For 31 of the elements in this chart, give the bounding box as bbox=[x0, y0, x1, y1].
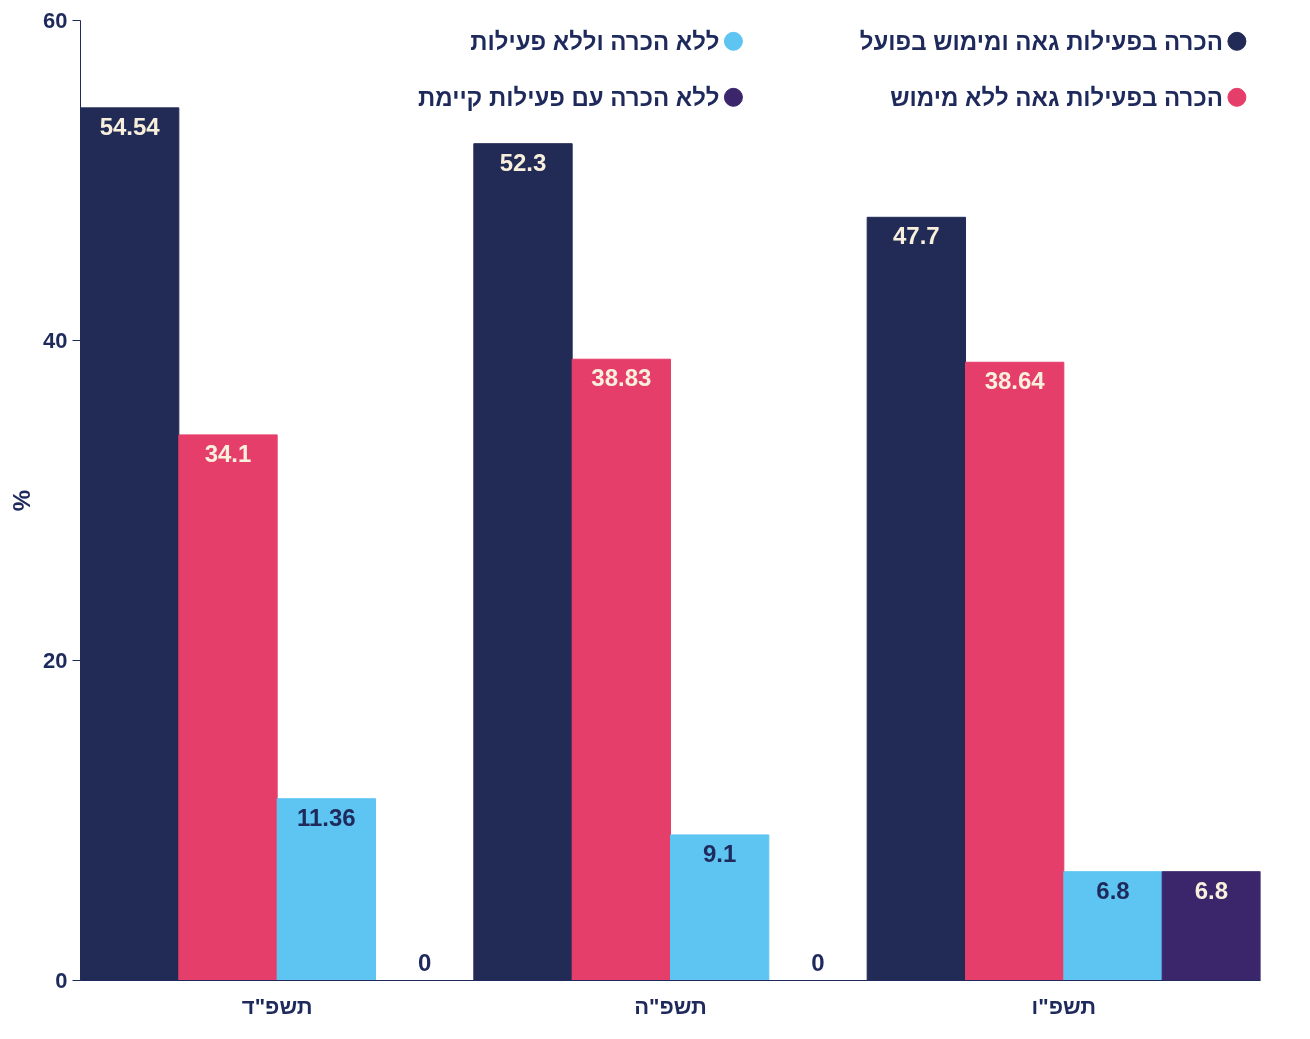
y-tick-label: 60 bbox=[43, 8, 68, 33]
x-tick-label: תשפ"ד bbox=[241, 993, 313, 1019]
data-label: 6.8 bbox=[1096, 876, 1130, 904]
bar bbox=[276, 798, 376, 981]
legend-label: הכרה בפעילות גאה ומימוש בפועל bbox=[859, 27, 1223, 55]
bar bbox=[965, 361, 1065, 981]
data-label: 11.36 bbox=[296, 803, 356, 831]
legend-label: ללא הכרה עם פעילות קיימת bbox=[417, 83, 720, 111]
y-tick-label: 40 bbox=[43, 328, 68, 353]
x-tick-label: תשפ"ה bbox=[634, 993, 707, 1019]
y-axis-title: % bbox=[8, 489, 36, 512]
data-label: 38.83 bbox=[591, 364, 652, 392]
bar bbox=[571, 358, 671, 981]
data-label: 38.64 bbox=[984, 367, 1046, 395]
x-tick-label: תשפ"ו bbox=[1031, 993, 1097, 1019]
bar bbox=[1063, 871, 1163, 981]
bar bbox=[178, 434, 278, 981]
legend-label: ללא הכרה וללא פעילות bbox=[470, 27, 720, 55]
bar bbox=[1161, 871, 1261, 981]
bar bbox=[670, 834, 770, 981]
data-label: 47.7 bbox=[892, 222, 940, 250]
data-label: 0 bbox=[417, 948, 432, 976]
data-label: 34.1 bbox=[204, 439, 252, 467]
data-label: 52.3 bbox=[499, 148, 547, 176]
legend-label: הכרה בפעילות גאה ללא מימוש bbox=[890, 83, 1223, 111]
y-tick-label: 0 bbox=[55, 968, 68, 993]
y-tick-label: 20 bbox=[43, 648, 68, 673]
data-label: 0 bbox=[811, 948, 825, 976]
data-label: 54.54 bbox=[99, 112, 161, 140]
data-label: 9.1 bbox=[702, 839, 737, 867]
data-label: 6.8 bbox=[1194, 876, 1229, 904]
